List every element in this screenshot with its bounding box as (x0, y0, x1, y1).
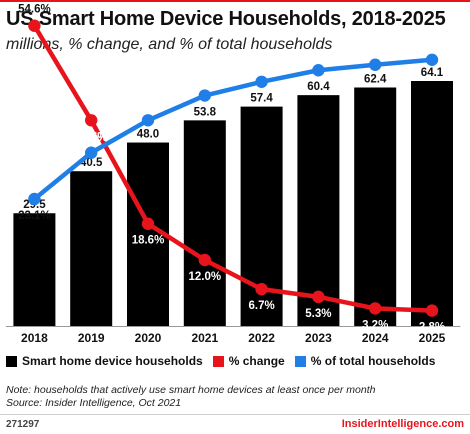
change-label-2022: 6.7% (248, 300, 274, 312)
x-tick-label-2018: 2018 (21, 331, 48, 345)
share-label-2020: 37.4% (132, 99, 165, 111)
bar-2018 (13, 213, 56, 326)
bar-2025 (411, 81, 453, 326)
share-label-2021: 41.9% (188, 75, 221, 87)
share-label-2022: 44.4% (245, 61, 278, 73)
bar-value-label-2018: 29.5 (23, 199, 46, 211)
chart-title: US Smart Home Device Households, 2018-20… (6, 8, 446, 30)
change-label-2021: 12.0% (188, 271, 221, 283)
share-label-2019: 31.5% (75, 132, 108, 144)
legend-label-households: Smart home device households (22, 354, 203, 368)
change-label-2019: 37.4% (75, 131, 108, 143)
footnote-block: Note: households that actively use smart… (6, 384, 375, 410)
chart-subtitle: millions, % change, and % of total house… (6, 36, 333, 53)
change-line (32, 23, 435, 313)
bar-2021 (183, 120, 226, 327)
x-tick-label-2023: 2023 (305, 331, 332, 345)
change-point-2021 (198, 253, 211, 267)
x-tick-label-2020: 2020 (135, 331, 162, 345)
x-tick-label-2022: 2022 (248, 331, 275, 345)
top-accent-line (0, 0, 470, 2)
x-tick-label-2021: 2021 (191, 331, 218, 345)
bar-value-label-2019: 40.5 (80, 157, 103, 169)
brand-link[interactable]: InsiderIntelligence.com (341, 418, 464, 430)
legend-item-households: Smart home device households (6, 354, 203, 368)
change-point-2023 (312, 290, 325, 304)
chart-legend: Smart home device households % change % … (6, 354, 470, 368)
change-label-2025: 2.8% (419, 322, 445, 334)
share-label-2025: 48.4% (416, 39, 449, 51)
change-label-2024: 3.2% (362, 319, 388, 331)
legend-swatch-change (212, 355, 224, 367)
legend-item-share: % of total households (294, 354, 436, 368)
share-label-2024: 47.5% (359, 44, 392, 56)
legend-swatch-share (294, 355, 306, 367)
bar-value-label-2025: 64.1 (421, 67, 444, 79)
share-point-2022 (255, 75, 268, 89)
x-tick-label-2024: 2024 (362, 331, 389, 345)
x-tick-label-2019: 2019 (78, 331, 105, 345)
change-point-2019 (85, 114, 98, 127)
change-point-2022 (255, 282, 268, 296)
bar-value-label-2023: 60.4 (307, 81, 330, 93)
share-point-2019 (85, 146, 98, 159)
bar-2019 (70, 171, 113, 326)
change-label-2020: 18.6% (132, 235, 165, 247)
bar-value-label-2021: 53.8 (194, 106, 217, 118)
share-label-2018: 23.1% (18, 210, 51, 222)
share-point-2024 (369, 58, 382, 71)
footnote-source: Source: Insider Intelligence, Oct 2021 (6, 397, 182, 409)
bar-2024 (354, 87, 397, 327)
footer-divider (0, 414, 470, 415)
legend-label-share: % of total households (310, 354, 436, 368)
x-tick-label-2025: 2025 (419, 331, 446, 345)
footnote-note: Note: households that actively use smart… (6, 384, 376, 396)
legend-label-change: % change (228, 354, 285, 368)
change-point-2020 (141, 217, 155, 230)
change-point-2024 (369, 302, 382, 315)
change-label-2023: 5.3% (305, 308, 331, 320)
legend-item-change: % change (212, 354, 285, 368)
share-point-2018 (28, 192, 41, 206)
share-point-2021 (198, 89, 211, 102)
share-label-2023: 46.5% (302, 49, 335, 61)
change-point-2025 (425, 304, 439, 317)
share-point-2023 (312, 64, 325, 77)
bar-value-label-2020: 48.0 (137, 129, 159, 141)
chart-id: 271297 (6, 419, 40, 430)
share-point-2020 (141, 114, 155, 127)
share-point-2025 (425, 53, 439, 66)
legend-swatch-households (6, 355, 17, 367)
bar-value-label-2022: 57.4 (250, 93, 273, 105)
change-point-2018 (28, 19, 41, 32)
change-label-2018: 54.6% (18, 4, 51, 16)
share-line (32, 57, 435, 202)
bar-value-label-2024: 62.4 (364, 73, 387, 85)
bar-2023 (297, 95, 340, 326)
